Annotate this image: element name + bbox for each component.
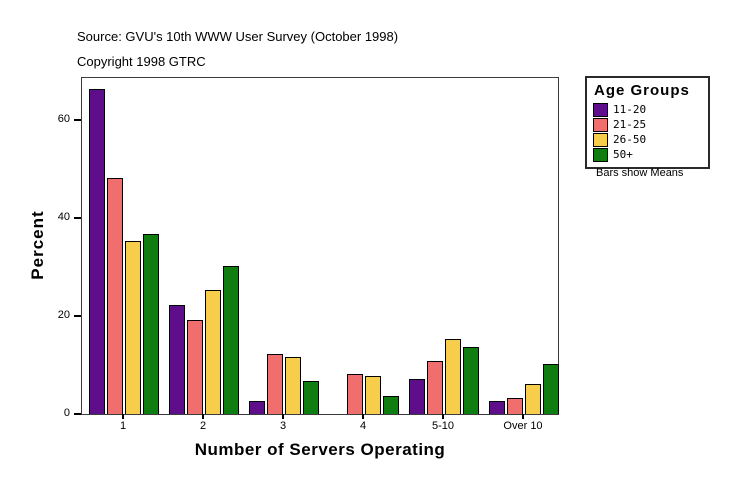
- bar-2125-Over10: [507, 398, 523, 414]
- bar-1120-Over10: [489, 401, 505, 414]
- bar-2125-4: [347, 374, 363, 414]
- y-tick-label: 60: [57, 112, 70, 125]
- y-tick-label: 20: [57, 308, 70, 321]
- legend-item: 26-50: [593, 132, 703, 147]
- bar-2650-3: [285, 357, 301, 414]
- x-tick-label: Over 10: [503, 420, 543, 432]
- y-tick: [74, 314, 81, 317]
- legend-items: 11-20 21-25 26-50 50+: [593, 102, 703, 162]
- bar-50-2: [223, 266, 239, 414]
- x-axis-title: Number of Servers Operating: [194, 440, 446, 459]
- x-tick-label: 3: [279, 420, 287, 432]
- legend-note: Bars show Means: [596, 167, 684, 179]
- y-tick-label: 40: [57, 210, 70, 223]
- bar-50-3: [303, 381, 319, 414]
- bar-1120-510: [409, 379, 425, 414]
- bar-1120-3: [249, 401, 265, 414]
- source-caption: Source: GVU's 10th WWW User Survey (Octo…: [77, 29, 399, 44]
- legend-box: Age Groups 11-20 21-25 26-50 50+: [585, 76, 710, 169]
- legend-item-label: 21-25: [613, 118, 647, 131]
- bar-2125-1: [107, 178, 123, 414]
- bar-2650-4: [365, 376, 381, 414]
- bar-50-1: [143, 234, 159, 414]
- x-tick: [442, 414, 444, 419]
- y-tick: [74, 413, 81, 415]
- legend-title: Age Groups: [594, 82, 690, 99]
- x-tick-label: 4: [359, 420, 367, 432]
- plot-area: 0 20 40 60 1 2 3 4 5-10 Over 10: [58, 77, 559, 432]
- y-tick-label: 0: [63, 407, 70, 419]
- bar-50-510: [463, 347, 479, 414]
- bar-2650-2: [205, 290, 221, 414]
- bar-2650-Over10: [525, 384, 541, 414]
- x-tick: [362, 414, 364, 419]
- bar-50-4: [383, 396, 399, 414]
- x-tick: [122, 414, 124, 419]
- legend-swatch-icon: [593, 117, 608, 132]
- legend-swatch-icon: [593, 132, 608, 147]
- bar-1120-2: [169, 305, 185, 414]
- legend-swatch-icon: [593, 147, 608, 162]
- x-tick-label: 2: [199, 420, 207, 432]
- legend-item-label: 50+: [613, 148, 633, 161]
- legend-item-label: 26-50: [613, 133, 647, 146]
- x-tick: [202, 414, 204, 419]
- y-tick: [74, 216, 81, 219]
- y-tick: [74, 118, 81, 121]
- bar-1120-1: [89, 89, 105, 414]
- bar-2650-510: [445, 339, 461, 414]
- copyright-caption: Copyright 1998 GTRC: [77, 54, 206, 69]
- bar-2650-1: [125, 241, 141, 414]
- bar-2125-2: [187, 320, 203, 414]
- legend-item: 50+: [593, 147, 703, 162]
- legend-swatch-icon: [593, 102, 608, 117]
- bar-2125-510: [427, 361, 443, 414]
- x-tick: [522, 414, 524, 419]
- x-tick: [282, 414, 284, 419]
- legend-item: 11-20: [593, 102, 703, 117]
- x-tick-label: 5-10: [431, 420, 455, 432]
- bar-2125-3: [267, 354, 283, 414]
- legend-item: 21-25: [593, 117, 703, 132]
- bar-50-Over10: [543, 364, 559, 414]
- legend-item-label: 11-20: [613, 103, 647, 116]
- x-tick-label: 1: [119, 420, 127, 432]
